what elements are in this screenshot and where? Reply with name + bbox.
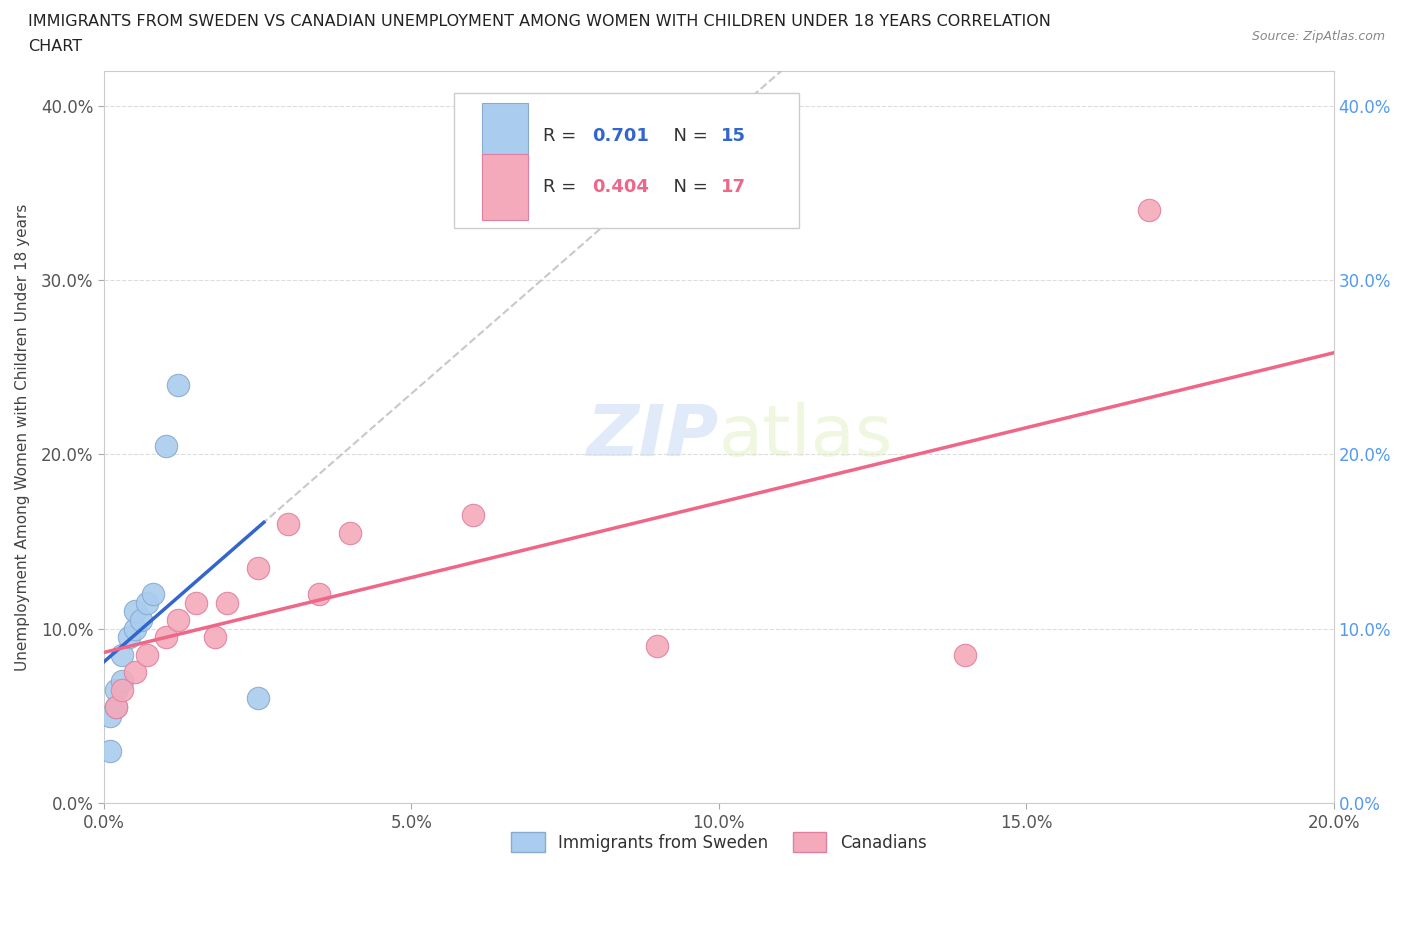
Text: R =: R = xyxy=(543,178,582,196)
Point xyxy=(461,508,484,523)
Bar xyxy=(481,154,529,220)
Text: R =: R = xyxy=(543,127,582,145)
Point xyxy=(117,630,139,644)
Point xyxy=(186,595,208,610)
Text: atlas: atlas xyxy=(718,403,893,472)
Point xyxy=(105,683,128,698)
Point xyxy=(136,595,159,610)
Point xyxy=(308,587,330,602)
Legend: Immigrants from Sweden, Canadians: Immigrants from Sweden, Canadians xyxy=(503,824,935,860)
Point xyxy=(277,517,299,532)
Point xyxy=(155,630,177,644)
Point xyxy=(105,699,128,714)
Text: ZIP: ZIP xyxy=(586,403,718,472)
Point xyxy=(204,630,226,644)
Point xyxy=(1137,203,1160,218)
Text: N =: N = xyxy=(662,178,714,196)
FancyBboxPatch shape xyxy=(454,93,799,228)
Point xyxy=(166,613,188,628)
Text: N =: N = xyxy=(662,127,714,145)
Text: 0.701: 0.701 xyxy=(592,127,650,145)
Point xyxy=(124,665,146,680)
Point xyxy=(136,647,159,662)
Text: CHART: CHART xyxy=(28,39,82,54)
Text: 17: 17 xyxy=(721,178,747,196)
Point xyxy=(98,709,121,724)
Y-axis label: Unemployment Among Women with Children Under 18 years: Unemployment Among Women with Children U… xyxy=(15,204,30,671)
Point xyxy=(246,560,269,575)
Point xyxy=(98,743,121,758)
Point xyxy=(166,378,188,392)
Text: 0.404: 0.404 xyxy=(592,178,650,196)
Point xyxy=(953,647,976,662)
Point xyxy=(124,604,146,618)
Bar xyxy=(481,103,529,169)
Point xyxy=(111,683,134,698)
Point xyxy=(215,595,238,610)
Point xyxy=(246,691,269,706)
Point xyxy=(124,621,146,636)
Point xyxy=(155,438,177,453)
Point xyxy=(339,525,361,540)
Point xyxy=(111,673,134,688)
Point xyxy=(105,699,128,714)
Point xyxy=(647,639,669,654)
Text: IMMIGRANTS FROM SWEDEN VS CANADIAN UNEMPLOYMENT AMONG WOMEN WITH CHILDREN UNDER : IMMIGRANTS FROM SWEDEN VS CANADIAN UNEMP… xyxy=(28,14,1052,29)
Point xyxy=(111,647,134,662)
Point xyxy=(129,613,152,628)
Text: Source: ZipAtlas.com: Source: ZipAtlas.com xyxy=(1251,30,1385,43)
Point xyxy=(142,587,165,602)
Text: 15: 15 xyxy=(721,127,747,145)
